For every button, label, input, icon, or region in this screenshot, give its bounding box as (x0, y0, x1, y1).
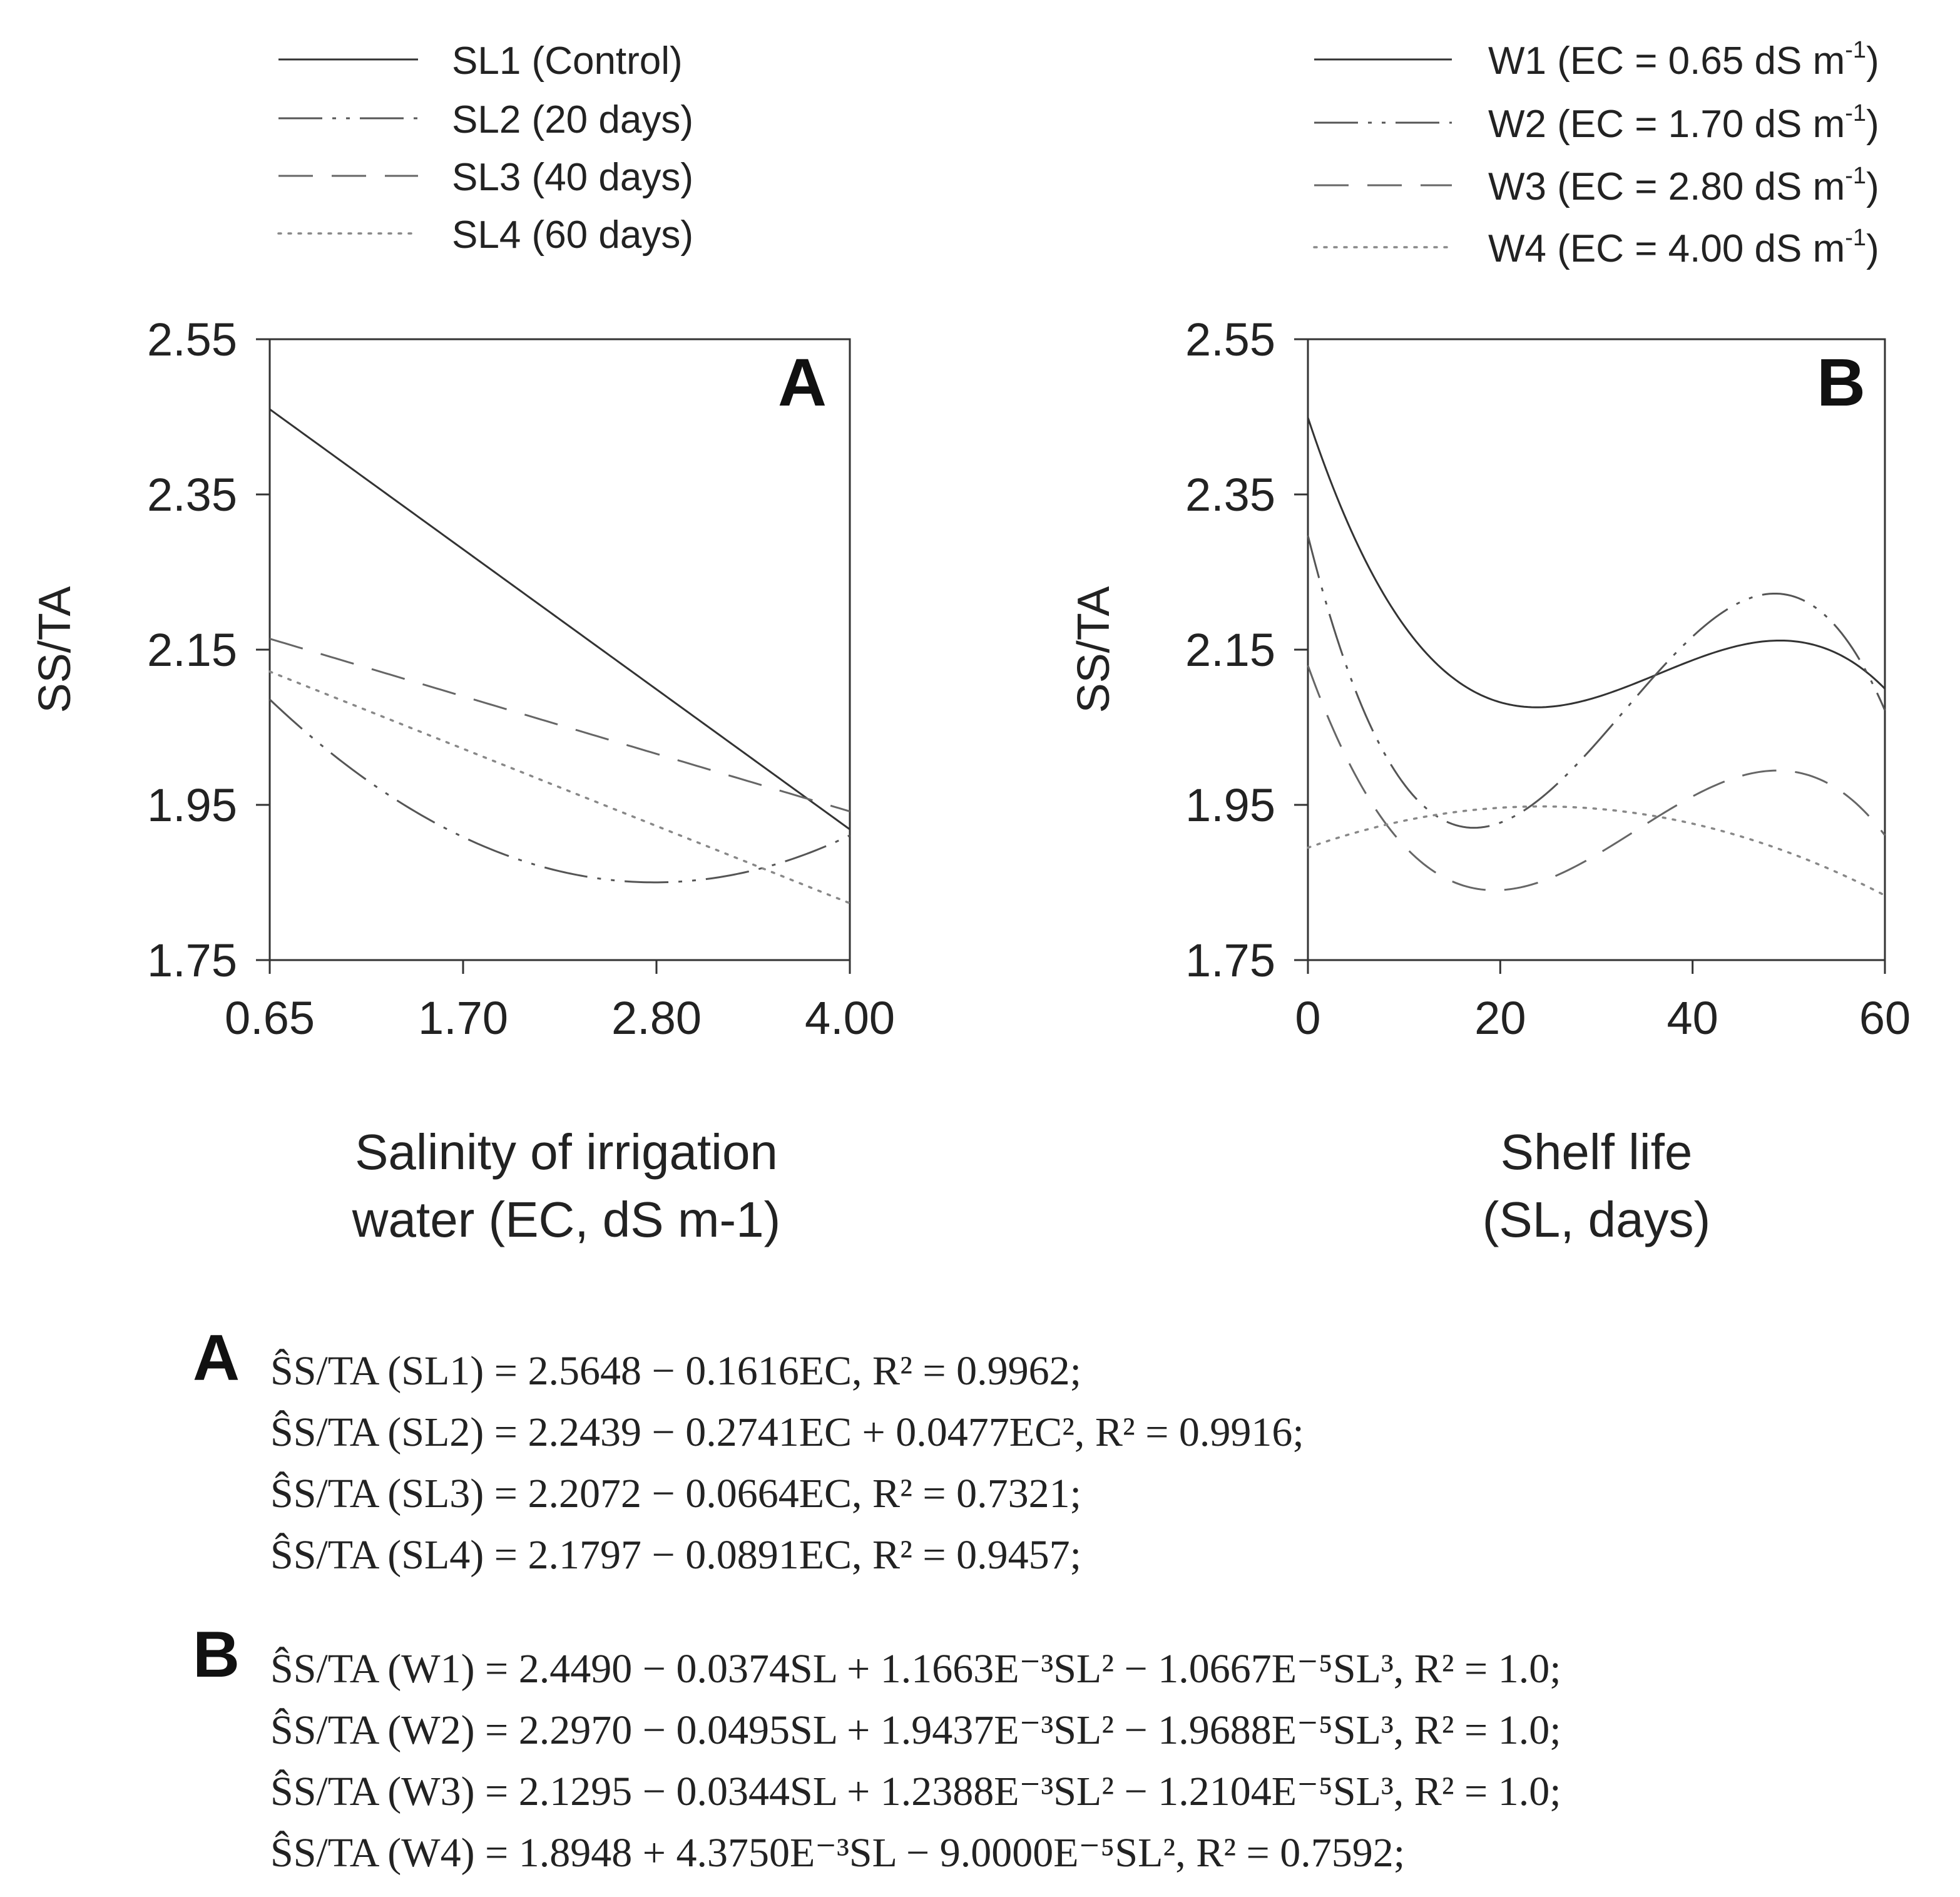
panel-label-a: A (778, 344, 827, 420)
legend-b-label-w3-main: W3 (EC = 2.80 dS m (1488, 165, 1845, 208)
y-tick-label-a-0: 1.75 (147, 934, 237, 986)
x-tick-label-b-3: 60 (1859, 992, 1911, 1044)
series-line-a-2 (268, 698, 850, 884)
series-line-a-4 (268, 670, 851, 904)
x-axis-title-a-line2: water (EC, dS m-1) (352, 1192, 781, 1247)
x-tick-label-a-1: 1.70 (418, 992, 508, 1044)
equation-group-letter-a: A (193, 1322, 240, 1394)
equation-a-sl3: ŜS/TA (SL3) = 2.2072 − 0.0664EC, R² = 0.… (270, 1471, 1081, 1516)
legend-b-label-w3: W3 (EC = 2.80 dS m-1) (1488, 163, 1879, 208)
series-line-b-1 (1307, 417, 1886, 708)
equation-b-w3: ŜS/TA (W3) = 2.1295 − 0.0344SL + 1.2388E… (270, 1769, 1561, 1814)
ticks-a: 1.75 1.95 2.15 2.35 2.55 0.65 1.70 2.80 4.00 (147, 314, 895, 1044)
panel-label-b: B (1817, 344, 1866, 420)
legend-b-label-w2: W2 (EC = 1.70 dS m-1) (1488, 100, 1879, 146)
plot-area-a (268, 338, 851, 961)
series-line-a-1 (269, 408, 850, 831)
equation-group-letter-b: B (193, 1618, 240, 1691)
series-group-a (268, 408, 851, 904)
legend-a-label-sl4: SL4 (60 days) (452, 213, 693, 257)
ticks-b: 1.75 1.95 2.15 2.35 2.55 0 20 40 60 (1185, 314, 1911, 1044)
legend-b-label-w4-close: ) (1866, 227, 1879, 270)
equation-b-w4: ŜS/TA (W4) = 1.8948 + 4.3750E⁻³SL − 9.00… (270, 1830, 1406, 1876)
legend-b-label-w1-close: ) (1866, 39, 1879, 83)
legend-b-label-w3-sup: -1 (1845, 163, 1866, 189)
x-tick-label-a-0: 0.65 (225, 992, 315, 1044)
panel-b: W1 (EC = 0.65 dS m-1) W2 (EC = 1.70 dS m… (1069, 37, 1911, 1247)
y-axis-title-a: SS/TA (30, 586, 80, 713)
legend-b-label-w1-sup: -1 (1845, 37, 1866, 63)
series-line-b-4 (1307, 805, 1886, 897)
equation-b-w1: ŜS/TA (W1) = 2.4490 − 0.0374SL + 1.1663E… (270, 1646, 1561, 1692)
legend-b-label-w1-main: W1 (EC = 0.65 dS m (1488, 39, 1845, 83)
legend-b-label-w2-sup: -1 (1845, 100, 1866, 126)
x-tick-label-b-2: 40 (1667, 992, 1718, 1044)
legend-b-label-w4: W4 (EC = 4.00 dS m-1) (1488, 225, 1879, 270)
x-axis-title-b-line1: Shelf life (1501, 1124, 1693, 1180)
legend-b-label-w3-close: ) (1866, 165, 1879, 208)
y-tick-label-a-1: 1.95 (147, 779, 237, 831)
legend-a-label-sl3: SL3 (40 days) (452, 156, 693, 199)
equation-a-sl4: ŜS/TA (SL4) = 2.1797 − 0.0891EC, R² = 0.… (270, 1532, 1081, 1578)
legend-b-label-w4-main: W4 (EC = 4.00 dS m (1488, 227, 1845, 270)
y-tick-label-b-2: 2.15 (1185, 624, 1275, 676)
x-tick-label-a-3: 4.00 (805, 992, 895, 1044)
equation-a-sl2: ŜS/TA (SL2) = 2.2439 − 0.2741EC + 0.0477… (270, 1409, 1304, 1455)
y-tick-label-a-4: 2.55 (147, 314, 237, 366)
x-axis-title-a-line1: Salinity of irrigation (355, 1124, 778, 1180)
y-axis-title-b: SS/TA (1069, 586, 1119, 713)
legend-a-label-sl2: SL2 (20 days) (452, 98, 693, 141)
x-tick-label-b-1: 20 (1474, 992, 1526, 1044)
legend-a: SL1 (Control) SL2 (20 days) SL3 (40 days… (277, 39, 693, 257)
y-tick-label-b-3: 2.35 (1185, 469, 1275, 521)
y-tick-label-a-3: 2.35 (147, 469, 237, 521)
series-line-a-3 (269, 638, 850, 812)
y-tick-label-b-0: 1.75 (1185, 934, 1275, 986)
x-tick-label-a-2: 2.80 (611, 992, 702, 1044)
panel-a: SL1 (Control) SL2 (20 days) SL3 (40 days… (30, 39, 895, 1247)
legend-b: W1 (EC = 0.65 dS m-1) W2 (EC = 1.70 dS m… (1313, 37, 1879, 270)
series-line-b-2 (1307, 535, 1886, 829)
equation-b-w2: ŜS/TA (W2) = 2.2970 − 0.0495SL + 1.9437E… (270, 1707, 1561, 1753)
y-tick-label-b-4: 2.55 (1185, 314, 1275, 366)
y-tick-label-b-1: 1.95 (1185, 779, 1275, 831)
legend-b-label-w2-main: W2 (EC = 1.70 dS m (1488, 103, 1845, 146)
equation-a-sl1: ŜS/TA (SL1) = 2.5648 − 0.1616EC, R² = 0.… (270, 1348, 1081, 1394)
legend-b-label-w4-sup: -1 (1845, 225, 1866, 251)
x-tick-label-b-0: 0 (1295, 992, 1320, 1044)
legend-b-label-w2-close: ) (1866, 103, 1879, 146)
legend-b-label-w1: W1 (EC = 0.65 dS m-1) (1488, 37, 1879, 83)
legend-a-label-sl1: SL1 (Control) (452, 39, 683, 83)
series-group-b (1307, 417, 1886, 897)
plot-area-b (1307, 338, 1886, 961)
y-tick-label-a-2: 2.15 (147, 624, 237, 676)
x-axis-title-b-line2: (SL, days) (1483, 1192, 1711, 1247)
